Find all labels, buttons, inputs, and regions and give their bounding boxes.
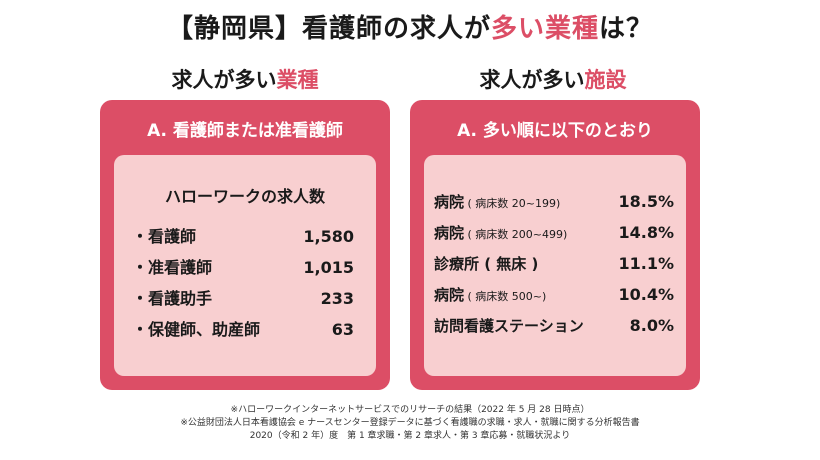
- facility-name: 訪問看護ステーション: [434, 317, 584, 335]
- title-suffix: は？: [599, 14, 654, 44]
- industry-card-body: ハローワークの求人数 ・看護師 1,580 ・准看護師 1,015 ・看護助手 …: [114, 155, 376, 376]
- facility-item: 診療所 ( 無床 ) 11.1%: [434, 253, 674, 284]
- facility-item: 病院 ( 病床数 500~) 10.4%: [434, 284, 674, 315]
- industry-card-header: A. 看護師または准看護師: [147, 121, 343, 141]
- facility-card-body: 病院 ( 病床数 20~199) 18.5% 病院 ( 病床数 200~499)…: [424, 155, 686, 376]
- facility-list: 病院 ( 病床数 20~199) 18.5% 病院 ( 病床数 200~499)…: [434, 191, 674, 346]
- facility-heading: 求人が多い施設: [408, 64, 698, 94]
- job-value: 233: [320, 289, 354, 308]
- industry-heading-accent: 業種: [276, 68, 319, 92]
- facility-name: 病院: [434, 286, 465, 304]
- facility-heading-accent: 施設: [584, 68, 627, 92]
- facility-percent: 10.4%: [618, 285, 674, 304]
- job-count-item: ・准看護師 1,015: [132, 254, 354, 285]
- facility-heading-text: 求人が多い: [479, 68, 585, 92]
- facility-card-header: A. 多い順に以下のとおり: [457, 121, 653, 141]
- facility-name-group: 診療所 ( 無床 ): [434, 253, 538, 274]
- facility-name-group: 訪問看護ステーション: [434, 315, 584, 336]
- job-label: ・准看護師: [132, 258, 213, 277]
- footnote-line: ※公益財団法人日本看護協会 e ナースセンター登録データに基づく看護職の求職・求…: [180, 418, 640, 428]
- job-label: ・保健師、助産師: [132, 320, 261, 339]
- facility-bed-range: ( 病床数 200~499): [464, 228, 568, 241]
- job-count-item: ・保健師、助産師 63: [132, 316, 354, 347]
- job-value: 1,580: [303, 227, 354, 246]
- footnote-line: 2020（令和 2 年）度 第 1 章求職・第 2 章求人・第 3 章応募・就職…: [249, 431, 571, 441]
- facility-name: 病院: [434, 193, 465, 211]
- facility-item: 病院 ( 病床数 200~499) 14.8%: [434, 222, 674, 253]
- industry-heading-text: 求人が多い: [171, 68, 277, 92]
- facility-bed-range: ( 病床数 20~199): [464, 197, 561, 210]
- facility-percent: 14.8%: [618, 223, 674, 242]
- facility-name: 病院: [434, 224, 465, 242]
- footnotes: ※ハローワークインターネットサービスでのリサーチの結果（2022 年 5 月 2…: [0, 404, 820, 443]
- job-value: 1,015: [303, 258, 354, 277]
- title-accent: 多い業種: [490, 14, 599, 44]
- facility-card: A. 多い順に以下のとおり 病院 ( 病床数 20~199) 18.5% 病院 …: [410, 100, 700, 390]
- job-label: ・看護師: [132, 227, 197, 246]
- facility-name-group: 病院 ( 病床数 20~199): [434, 191, 560, 212]
- facility-bed-range: ( 病床数 500~): [464, 290, 547, 303]
- facility-item: 訪問看護ステーション 8.0%: [434, 315, 674, 346]
- job-value: 63: [331, 320, 354, 339]
- page-title: 【静岡県】看護師の求人が多い業種は？: [0, 8, 820, 45]
- facility-name-group: 病院 ( 病床数 500~): [434, 284, 546, 305]
- facility-percent: 11.1%: [618, 254, 674, 273]
- title-text: 【静岡県】看護師の求人が: [166, 14, 491, 44]
- facility-item: 病院 ( 病床数 20~199) 18.5%: [434, 191, 674, 222]
- footnote-line: ※ハローワークインターネットサービスでのリサーチの結果（2022 年 5 月 2…: [230, 405, 590, 415]
- job-count-title: ハローワークの求人数: [164, 187, 325, 206]
- facility-name: 診療所 ( 無床 ): [434, 255, 539, 273]
- industry-card: A. 看護師または准看護師 ハローワークの求人数 ・看護師 1,580 ・准看護…: [100, 100, 390, 390]
- industry-heading: 求人が多い業種: [100, 64, 390, 94]
- facility-percent: 8.0%: [629, 316, 674, 335]
- facility-percent: 18.5%: [618, 192, 674, 211]
- job-count-item: ・看護助手 233: [132, 285, 354, 316]
- facility-name-group: 病院 ( 病床数 200~499): [434, 222, 567, 243]
- job-count-list: ・看護師 1,580 ・准看護師 1,015 ・看護助手 233 ・保健師、助産…: [132, 223, 354, 347]
- job-count-item: ・看護師 1,580: [132, 223, 354, 254]
- job-label: ・看護助手: [132, 289, 213, 308]
